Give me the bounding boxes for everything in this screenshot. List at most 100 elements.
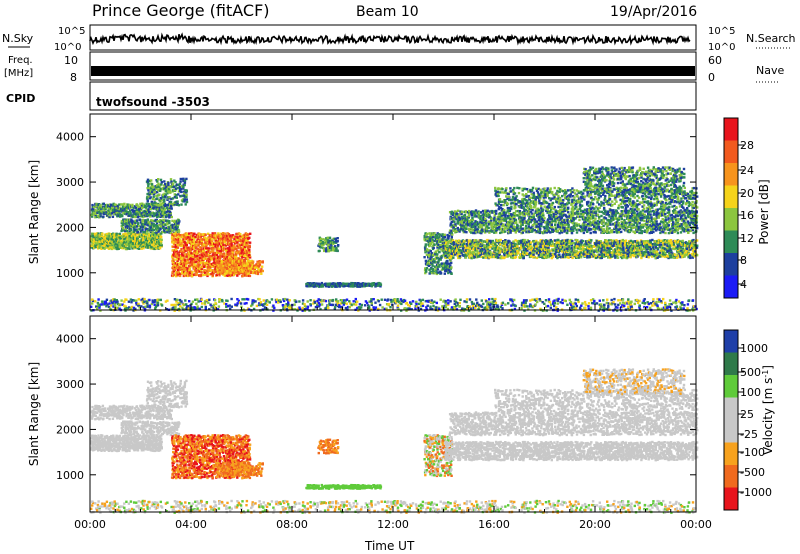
power-cell [133,223,137,226]
power-cell [188,232,191,235]
power-cell [179,238,182,241]
power-cell [145,232,148,235]
power-cell [101,237,104,240]
power-cell [164,213,167,217]
power-cell [181,255,184,259]
power-cell [100,209,103,213]
power-cell [166,230,169,234]
power-cell [426,232,429,236]
power-cell [159,242,163,245]
power-cell [499,238,502,242]
power-cell [143,222,147,225]
power-cell [158,247,162,250]
power-cell [219,235,223,238]
cpid-strip: CPID twofsound -3503 [6,81,697,111]
power-cell [208,247,211,250]
power-cell [124,229,127,233]
power-cell [229,239,233,242]
power-cell [133,241,137,244]
power-cell [146,222,149,225]
power-cell [186,241,189,244]
power-cell [150,219,153,222]
power-cell [110,238,113,241]
power-cell [156,205,159,208]
power-cell [160,211,163,214]
power-cell [174,181,177,184]
power-cell [155,222,159,225]
power-cell [441,262,444,265]
power-cell [261,269,264,273]
power-cell [94,232,97,236]
power-cell [90,246,93,249]
power-cell [624,239,628,242]
power-cell [514,255,518,259]
power-cell [141,204,144,207]
power-cell [480,239,483,242]
power-cell [148,225,151,228]
power-cell [171,257,174,260]
power-cell [160,244,163,247]
power-cell [127,214,130,217]
power-cell [105,242,108,245]
power-cell [135,203,139,206]
power-cell [151,186,155,189]
power-cell [158,224,161,227]
power-cell [126,205,129,208]
power-cell [109,239,112,243]
power-cell [108,207,111,210]
power-cell [140,235,143,238]
power-cell [111,206,114,209]
power-cell [142,225,145,229]
power-cell [172,237,176,240]
power-cell [151,231,154,234]
power-cell [123,207,127,211]
power-cell [503,256,506,259]
power-cell [184,268,187,271]
power-cell [179,261,182,264]
power-cell [110,209,114,212]
power-cell [183,251,186,254]
power-cell [178,274,182,278]
power-cell [431,268,435,271]
power-cell [446,244,449,247]
power-cell [126,240,130,243]
power-cell [481,248,484,251]
power-cell [149,203,153,206]
power-cell [506,243,509,246]
power-cell [135,235,138,239]
power-cell [177,271,180,274]
power-cell [176,263,180,266]
power-cell [149,247,153,250]
power-cell [177,193,180,196]
power-cell [129,236,133,239]
power-cell [100,212,103,215]
power-cell [116,211,119,214]
power-cell [598,253,601,256]
power-cell [108,205,111,208]
power-cell [174,262,177,265]
power-cell [172,270,176,273]
power-cell [445,238,449,242]
power-cell [178,254,181,257]
power-cell [178,243,181,246]
power-cell [124,232,127,235]
power-cell [185,200,189,204]
power-cell [548,241,551,244]
power-cell [150,179,153,182]
power-cell [138,241,142,245]
power-cell [427,251,430,254]
power-cell [171,262,175,265]
power-cell [188,274,191,277]
power-cell [168,226,171,229]
power-cell [123,202,126,206]
power-cell [113,213,116,216]
power-cell [126,210,129,214]
power-cell [431,238,434,241]
power-cell [123,219,127,222]
power-cell [175,249,178,253]
power-cell [184,271,187,274]
power-cell [177,265,180,268]
power-cell [477,245,480,248]
power-cell [156,206,159,210]
power-cell [134,206,138,210]
